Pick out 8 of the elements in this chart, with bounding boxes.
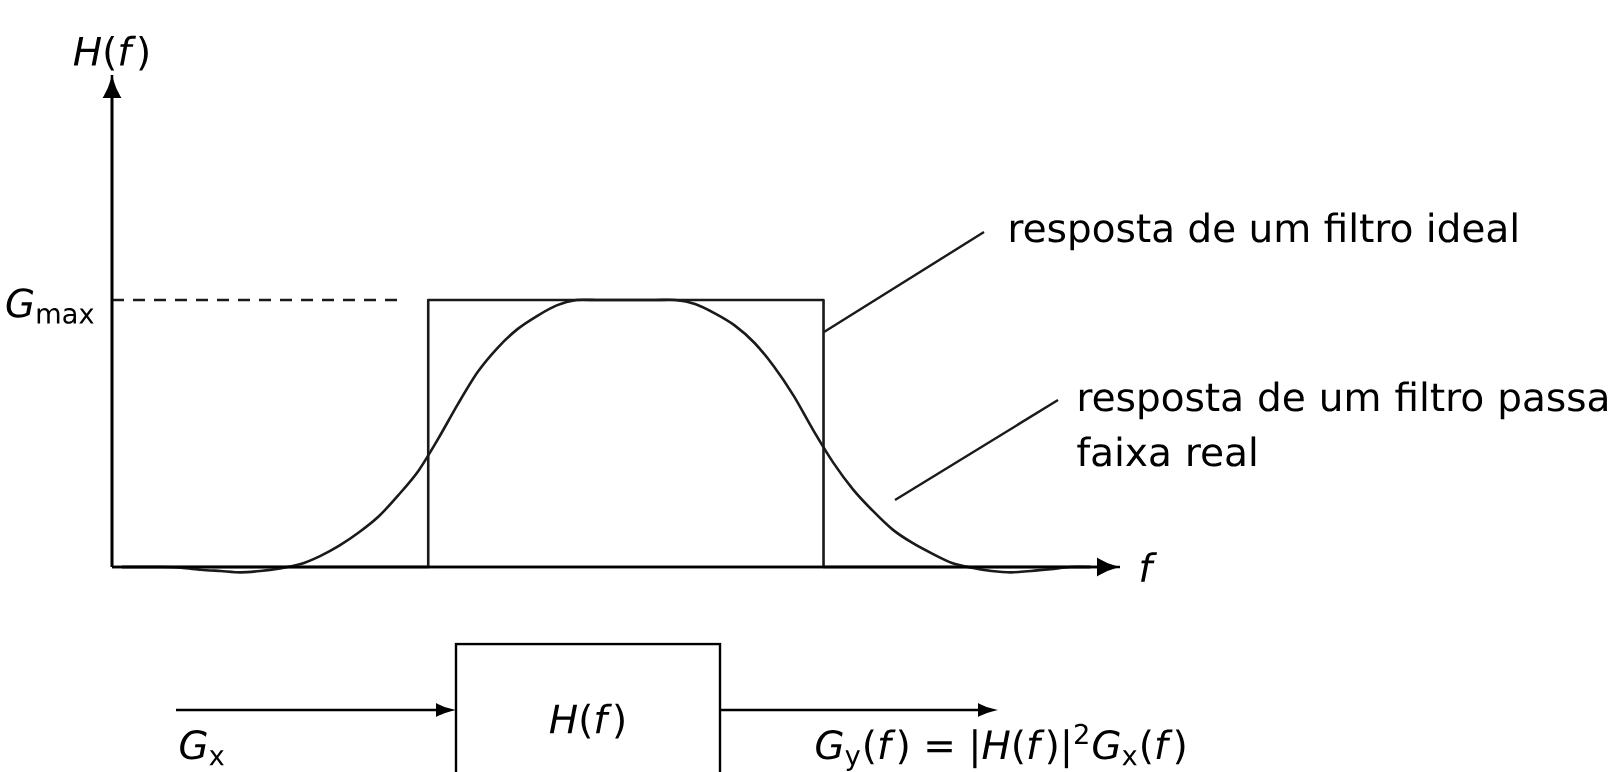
- text: resposta de um filtro passa faixa real: [1077, 381, 1607, 467]
- text: H(f): [73, 35, 148, 71]
- text: H(f): [549, 703, 624, 739]
- x-axis-title: f: [1141, 552, 1158, 582]
- ref-line-label: G$_{max}$: [6, 288, 94, 324]
- text: G$_{y}$(f) = |H(f)|$^{2}$G$_{x}$(f): [816, 723, 1185, 771]
- text: G$_{x}$: [180, 730, 224, 766]
- text: resposta de um filtro ideal: [1010, 212, 1517, 251]
